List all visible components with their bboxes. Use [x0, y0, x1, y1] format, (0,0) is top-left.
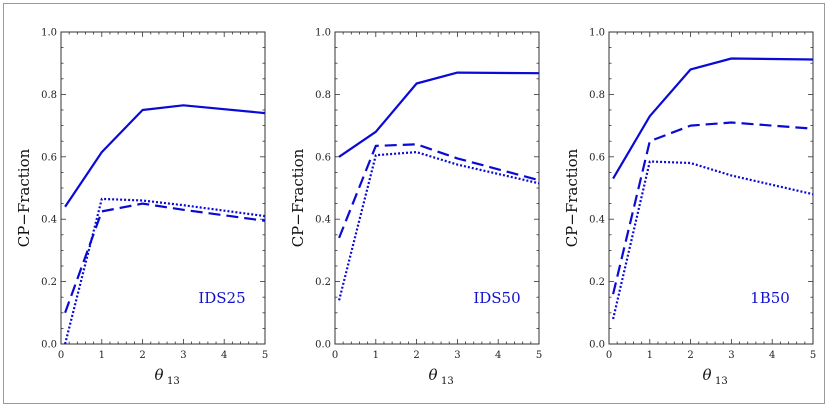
y-tick-label: 0.8 [41, 90, 57, 101]
y-tick-label: 0.0 [315, 340, 331, 351]
y-tick-label: 1.0 [315, 28, 331, 39]
series-line-solid [338, 71, 540, 158]
y-tick-label: 0.8 [315, 90, 331, 101]
series-line-solid [64, 104, 266, 208]
y-tick-label: 0.2 [589, 277, 605, 288]
y-axis-label: CP−Fraction [289, 148, 307, 247]
series-line-dashed [612, 121, 814, 295]
chart-panel-1: 0.0 0.2 0.4 0.6 0.8 1.0 0 1 2 3 4 5 CP−Fraction θ 13 ID… [15, 28, 268, 388]
y-tick-label: 0.0 [41, 340, 57, 351]
series-line-solid [612, 57, 814, 180]
x-tick-label: 4 [769, 350, 775, 361]
x-tick-label: 0 [58, 350, 64, 361]
y-tick-label: 0.2 [315, 277, 331, 288]
x-tick-label: 4 [221, 350, 227, 361]
x-tick-label: 5 [536, 350, 542, 361]
y-tick-label: 0.4 [589, 215, 605, 226]
x-tick-label: 1 [647, 350, 653, 361]
x-tick-label: 2 [413, 350, 419, 361]
y-tick-label: 0.6 [41, 152, 57, 163]
figure-frame [3, 3, 825, 404]
x-tick-label: 2 [687, 350, 693, 361]
x-axis-label-subscript: 13 [167, 376, 180, 387]
series-line-dotted [64, 197, 266, 345]
y-tick-label: 0.4 [41, 215, 57, 226]
y-tick-label: 0.4 [315, 215, 331, 226]
panel-annotation: 1B50 [750, 289, 790, 307]
panel-annotation: IDS50 [473, 289, 520, 307]
x-tick-label: 1 [99, 350, 105, 361]
x-tick-label: 5 [262, 350, 268, 361]
chart-panel-2: 0.0 0.2 0.4 0.6 0.8 1.0 0 1 2 3 4 5 CP−Fraction θ 13 ID… [289, 28, 542, 388]
x-tick-label: 0 [332, 350, 338, 361]
x-axis-label-subscript: 13 [715, 376, 728, 387]
y-tick-label: 0.6 [589, 152, 605, 163]
y-tick-label: 0.8 [589, 90, 605, 101]
x-tick-label: 1 [373, 350, 379, 361]
y-tick-label: 0.2 [41, 277, 57, 288]
x-axis-label: θ [428, 366, 437, 384]
x-tick-label: 3 [454, 350, 460, 361]
x-axis-label: θ [154, 366, 163, 384]
x-tick-label: 5 [810, 350, 816, 361]
series-line-dotted [612, 160, 814, 320]
x-tick-label: 3 [728, 350, 734, 361]
y-axis-label: CP−Fraction [563, 148, 581, 247]
x-tick-label: 3 [180, 350, 186, 361]
x-tick-label: 4 [495, 350, 501, 361]
x-axis-label: θ [702, 366, 711, 384]
series-line-dotted [338, 151, 540, 301]
y-tick-label: 0.6 [315, 152, 331, 163]
series-line-dashed [64, 202, 266, 314]
y-tick-label: 1.0 [589, 28, 605, 39]
x-tick-label: 2 [139, 350, 145, 361]
x-axis-label-subscript: 13 [441, 376, 454, 387]
x-tick-label: 0 [606, 350, 612, 361]
chart-panel-3: 0.0 0.2 0.4 0.6 0.8 1.0 0 1 2 3 4 5 CP−Fraction θ 13 1B… [563, 28, 816, 388]
y-axis-label: CP−Fraction [15, 148, 33, 247]
panel-annotation: IDS25 [198, 289, 245, 307]
y-tick-label: 1.0 [41, 28, 57, 39]
y-tick-label: 0.0 [589, 340, 605, 351]
